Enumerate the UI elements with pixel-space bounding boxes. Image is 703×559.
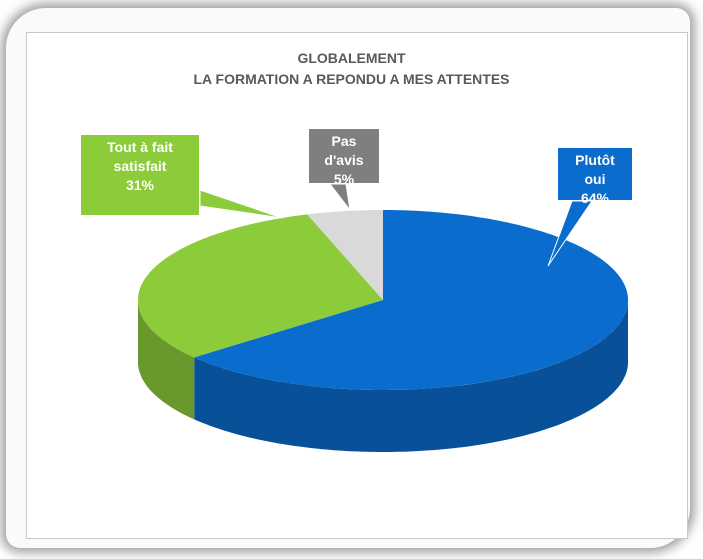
slice-side <box>194 300 628 452</box>
slice <box>194 210 628 390</box>
label-value: 5% <box>333 171 355 187</box>
label-category: Tout à fait satisfait <box>107 139 173 174</box>
data-label: Pas d'avis 5% <box>308 128 380 187</box>
callout-pointer <box>547 200 593 267</box>
callout-pointer <box>199 189 283 219</box>
callout-pointer <box>328 183 351 211</box>
slice <box>307 210 383 300</box>
data-label: Plutôt oui 64% <box>557 147 633 206</box>
label-value: 64% <box>580 190 610 206</box>
label-category: Pas d'avis <box>324 133 364 168</box>
data-label: Tout à fait satisfait 31% <box>80 134 200 216</box>
label-value: 31% <box>125 177 155 193</box>
chart-title: GLOBALEMENT <box>297 50 406 66</box>
slice-side <box>138 300 195 420</box>
chart-subtitle: LA FORMATION A REPONDU A MES ATTENTES <box>193 71 510 87</box>
label-category: Plutôt oui <box>575 152 615 187</box>
slice <box>138 214 383 358</box>
